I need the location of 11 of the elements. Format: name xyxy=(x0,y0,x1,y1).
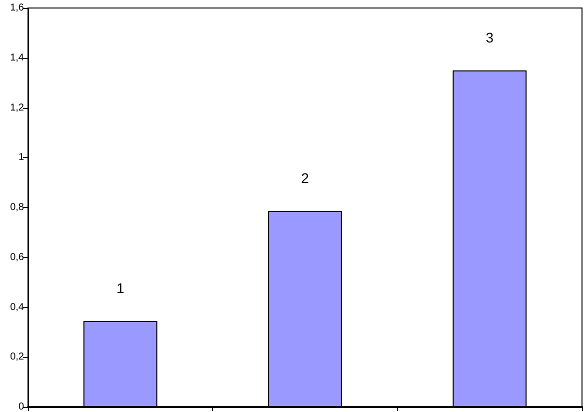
y-tick-label: 1 xyxy=(18,152,24,164)
y-tick-label: 1,4 xyxy=(10,52,24,64)
x-tick-label: 3 xyxy=(486,29,494,46)
y-tick-label: 1,2 xyxy=(10,102,24,114)
y-tick-label: 0,4 xyxy=(10,302,24,313)
y-tick-label: 0,6 xyxy=(10,252,24,263)
y-tick-label: 1,6 xyxy=(10,2,24,14)
y-tick-label: 0,8 xyxy=(10,202,24,213)
y-tick-label: 0,2 xyxy=(10,352,24,363)
x-tick-label: 2 xyxy=(301,170,310,186)
y-tick-label: 0 xyxy=(18,402,24,412)
